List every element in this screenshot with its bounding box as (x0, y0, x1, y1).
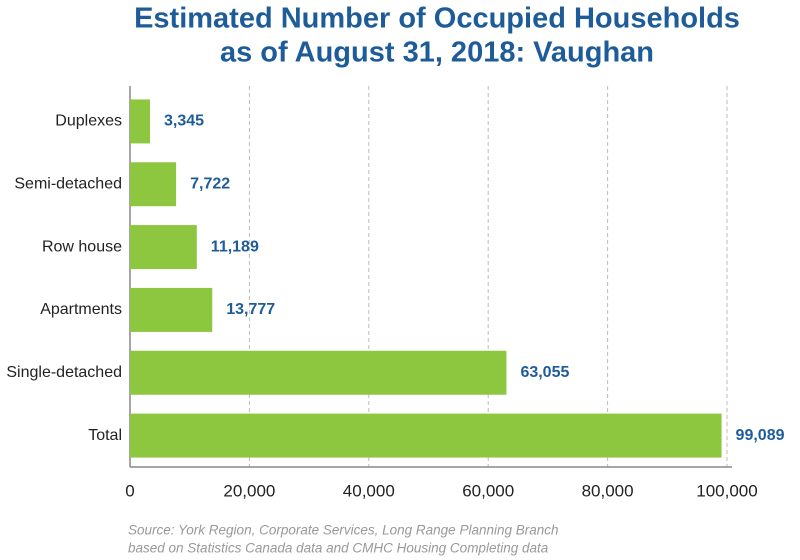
x-tick-label: 20,000 (223, 481, 275, 500)
bar (130, 99, 150, 144)
data-label: 13,777 (226, 301, 275, 318)
data-label: 63,055 (520, 364, 569, 381)
data-label: 11,189 (211, 238, 259, 255)
data-label: 99,089 (736, 427, 785, 444)
y-tick-label: Total (88, 427, 122, 444)
x-tick-label: 40,000 (343, 481, 395, 500)
chart-title: as of August 31, 2018: Vaughan (220, 37, 654, 69)
source-note: Source: York Region, Corporate Services,… (128, 523, 559, 538)
data-label: 3,345 (164, 113, 204, 130)
bar (130, 287, 213, 332)
y-tick-label: Apartments (40, 301, 122, 318)
x-tick-label: 60,000 (462, 481, 514, 500)
y-tick-label: Duplexes (55, 113, 122, 130)
data-label: 7,722 (190, 175, 230, 192)
y-tick-label: Single-detached (6, 364, 122, 381)
x-tick-label: 0 (125, 481, 134, 500)
y-tick-label: Semi-detached (14, 175, 122, 192)
bar (130, 225, 197, 270)
chart-title: Estimated Number of Occupied Households (134, 3, 740, 35)
bar (130, 350, 507, 395)
y-tick-label: Row house (42, 238, 122, 255)
bar (130, 162, 177, 207)
x-tick-label: 100,000 (696, 481, 757, 500)
bar (130, 413, 722, 458)
x-tick-label: 80,000 (582, 481, 634, 500)
source-note: based on Statistics Canada data and CMHC… (128, 541, 549, 556)
